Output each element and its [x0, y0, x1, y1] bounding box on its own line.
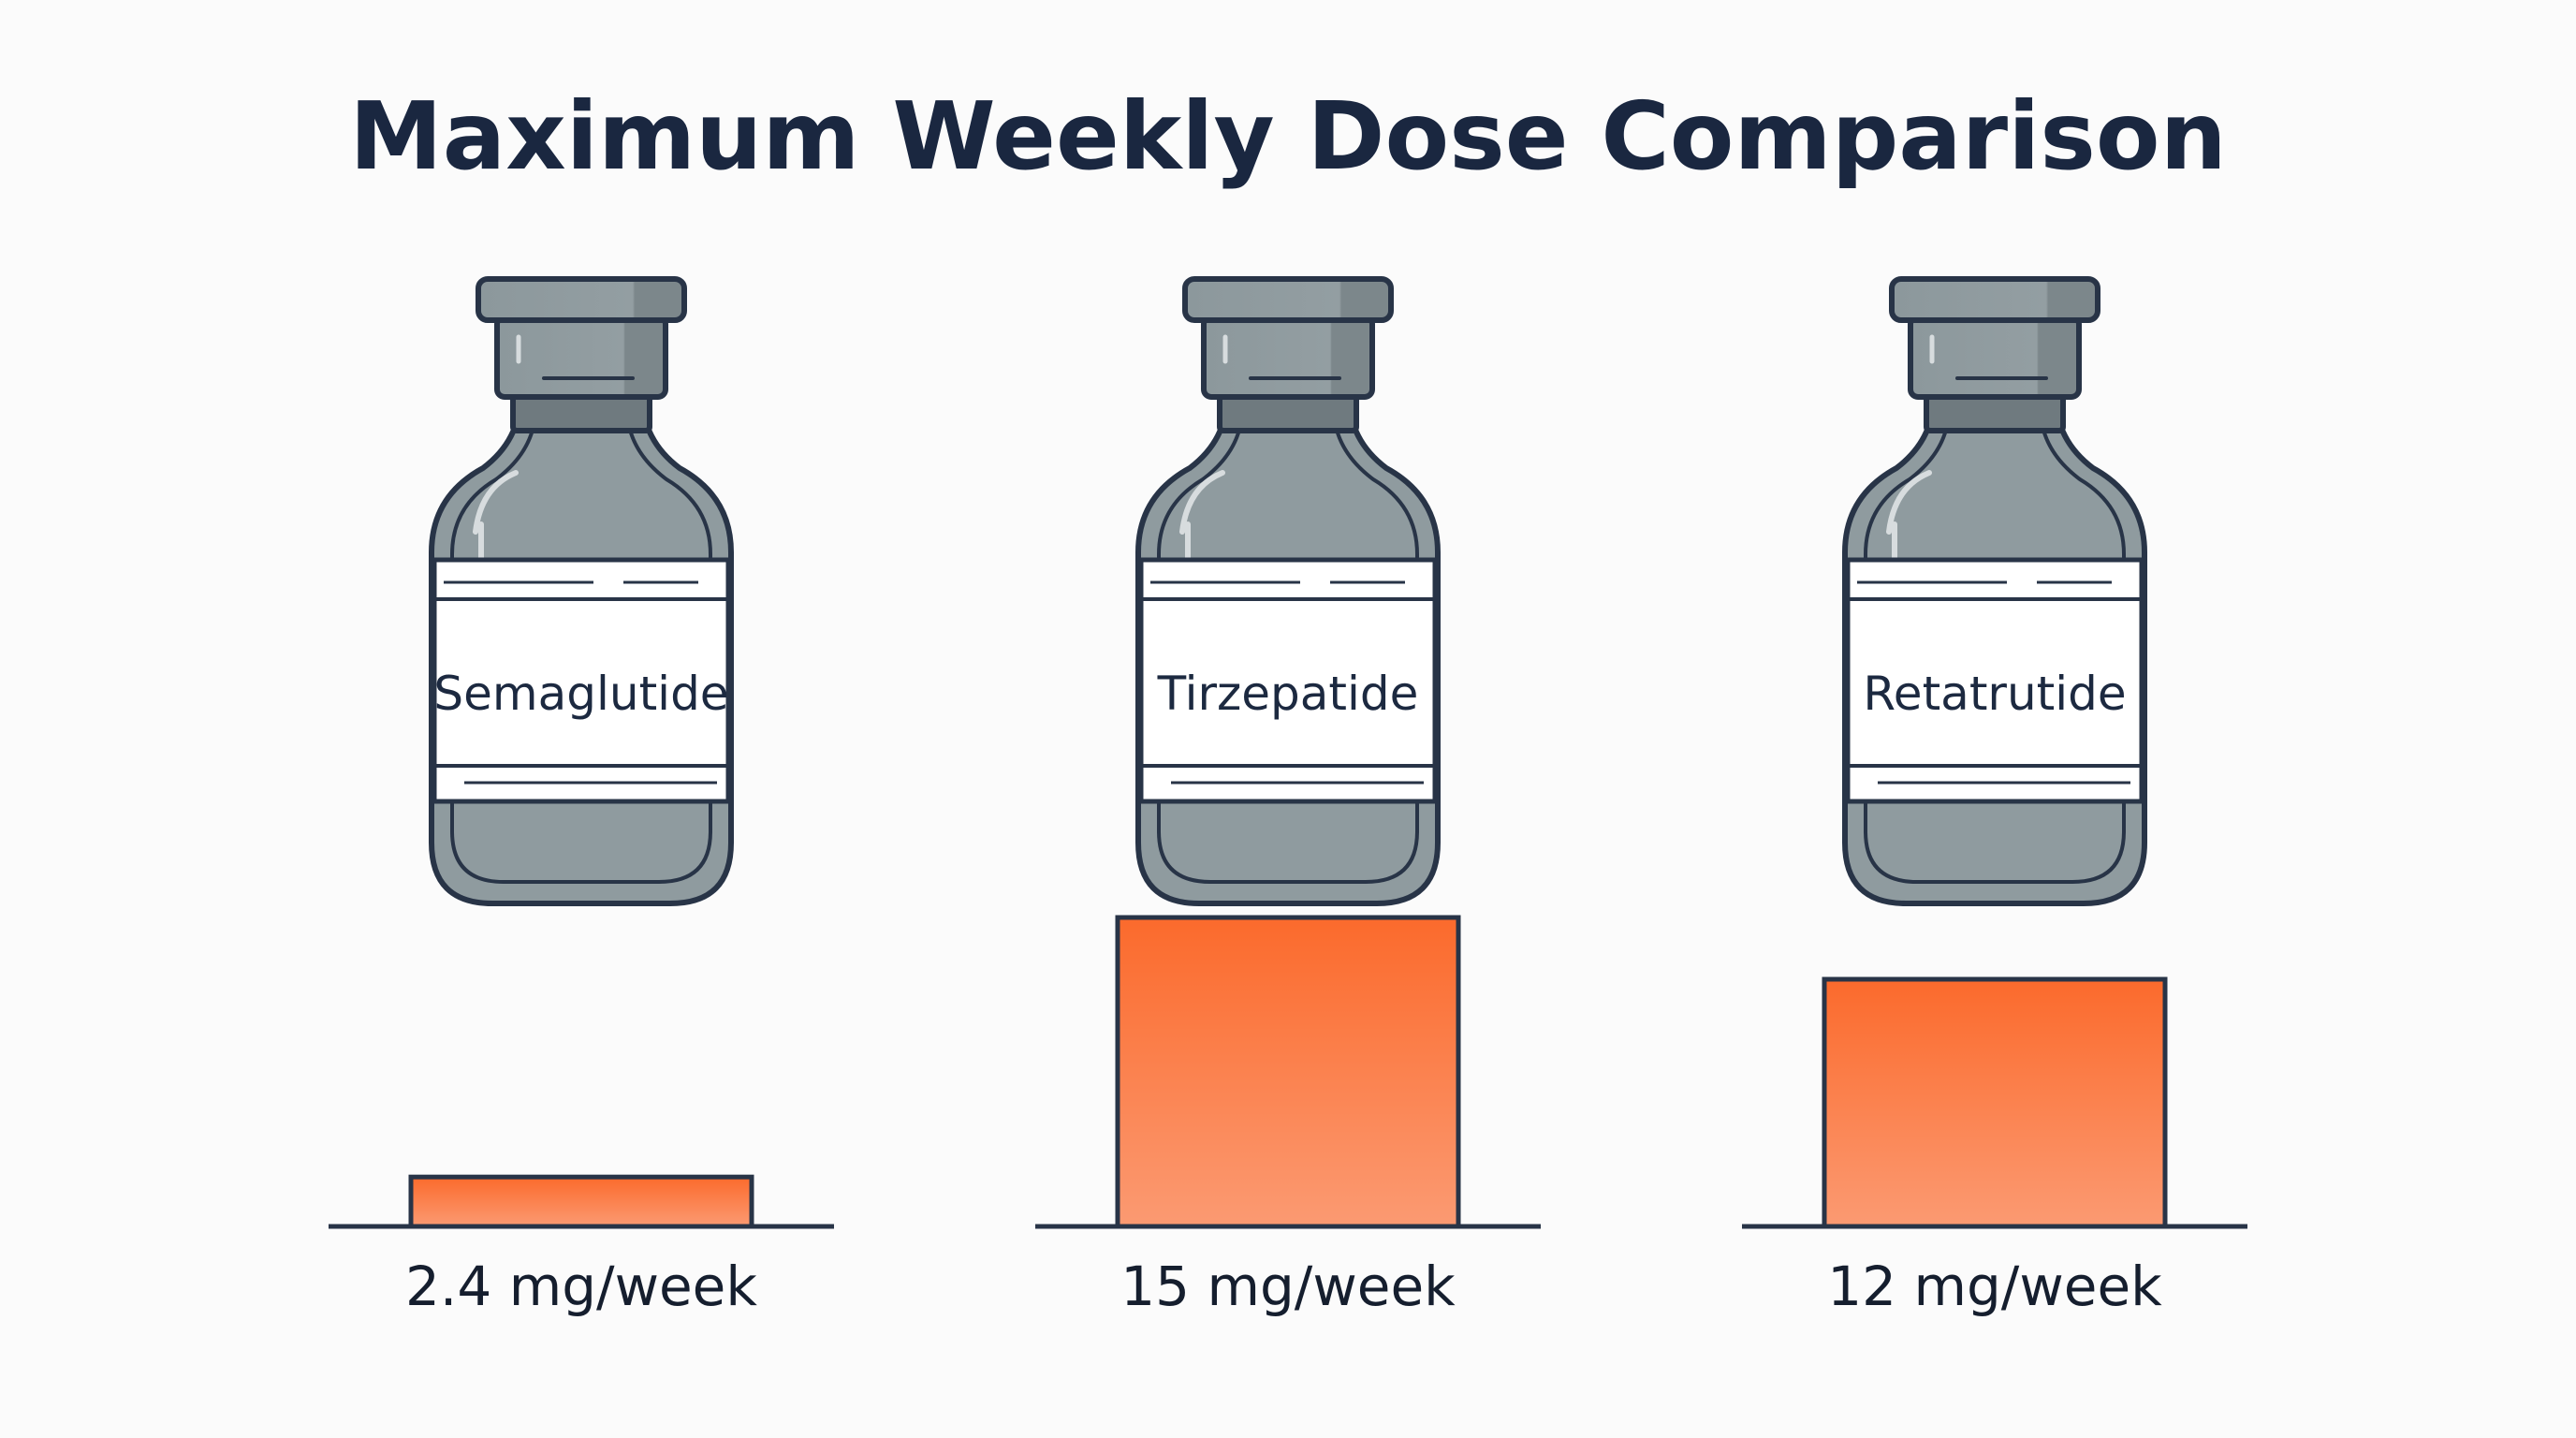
vial-label-2: Tirzepatide: [1157, 667, 1419, 721]
dose-group-2: Tirzepatide 15 mg/week: [1035, 276, 1541, 1318]
vial-label-1: Semaglutide: [433, 667, 728, 721]
dose-bar-3: [1822, 976, 2168, 1229]
dose-bar-2: [1115, 915, 1461, 1229]
dose-value-label-1: 2.4 mg/week: [405, 1255, 757, 1318]
medicine-vial-icon: [429, 276, 734, 906]
vial-2: Tirzepatide: [1135, 276, 1441, 906]
dose-group-1: Semaglutide 2.4 mg/week: [329, 276, 834, 1318]
vial-3: Retatrutide: [1842, 276, 2147, 906]
dose-value-label-3: 12 mg/week: [1827, 1255, 2162, 1318]
chart-title: Maximum Weekly Dose Comparison: [349, 81, 2227, 191]
dose-value-label-2: 15 mg/week: [1120, 1255, 1456, 1318]
medicine-vial-icon: [1842, 276, 2147, 906]
vial-label-3: Retatrutide: [1863, 667, 2126, 721]
vial-1: Semaglutide: [429, 276, 734, 906]
medicine-vial-icon: [1135, 276, 1441, 906]
dose-bar-1: [408, 1174, 754, 1229]
dose-group-3: Retatrutide 12 mg/week: [1742, 276, 2247, 1318]
